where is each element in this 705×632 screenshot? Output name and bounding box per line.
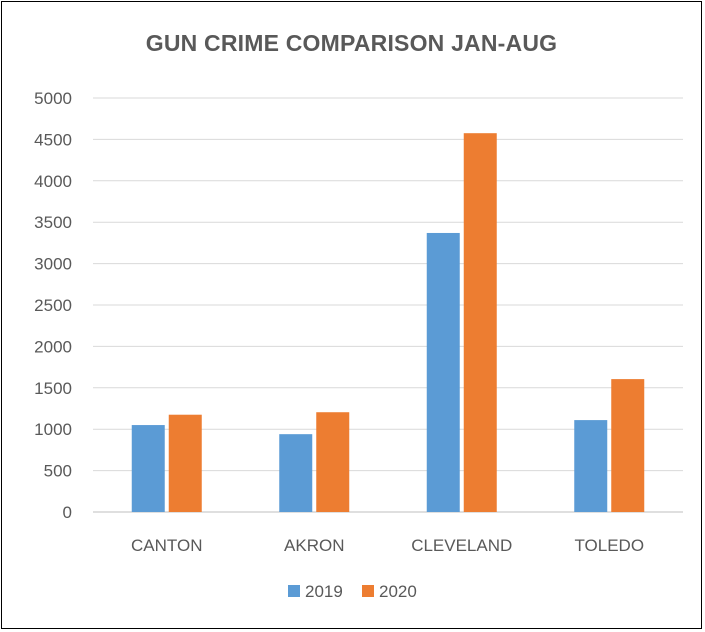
y-tick-label: 2500 xyxy=(34,296,72,315)
y-tick-label: 0 xyxy=(63,503,72,522)
legend-label: 2019 xyxy=(305,582,343,601)
y-tick-label: 5000 xyxy=(34,89,72,108)
x-tick-label: TOLEDO xyxy=(574,536,644,555)
bar-2019-akron xyxy=(279,434,313,512)
bar-2019-canton xyxy=(131,425,165,512)
y-tick-label: 1000 xyxy=(34,420,72,439)
y-tick-label: 2000 xyxy=(34,337,72,356)
y-axis-labels: 0 500 1000 1500 2000 2500 3000 3500 4000 4500 5000 xyxy=(34,89,72,522)
x-tick-label: AKRON xyxy=(284,536,344,555)
legend: 2019 2020 xyxy=(288,582,417,601)
bar-2020-toledo xyxy=(611,379,645,512)
bar-2020-akron xyxy=(316,412,350,512)
y-tick-label: 4000 xyxy=(34,172,72,191)
bar-2019-toledo xyxy=(574,420,608,512)
bars xyxy=(131,133,645,513)
chart-title: GUN CRIME COMPARISON JAN-AUG xyxy=(145,30,558,56)
legend-label: 2020 xyxy=(379,582,417,601)
y-tick-label: 500 xyxy=(44,462,72,481)
y-tick-label: 4500 xyxy=(34,130,72,149)
y-tick-label: 3500 xyxy=(34,213,72,232)
bar-2020-canton xyxy=(168,414,202,512)
x-tick-label: CLEVELAND xyxy=(411,536,512,555)
legend-swatch-2020 xyxy=(362,585,374,597)
legend-swatch-2019 xyxy=(288,585,300,597)
x-tick-label: CANTON xyxy=(131,536,202,555)
bar-2019-cleveland xyxy=(426,232,460,513)
y-tick-label: 1500 xyxy=(34,379,72,398)
y-tick-label: 3000 xyxy=(34,255,72,274)
x-axis-labels: CANTON AKRON CLEVELAND TOLEDO xyxy=(131,536,644,555)
bar-2020-cleveland xyxy=(463,133,497,512)
